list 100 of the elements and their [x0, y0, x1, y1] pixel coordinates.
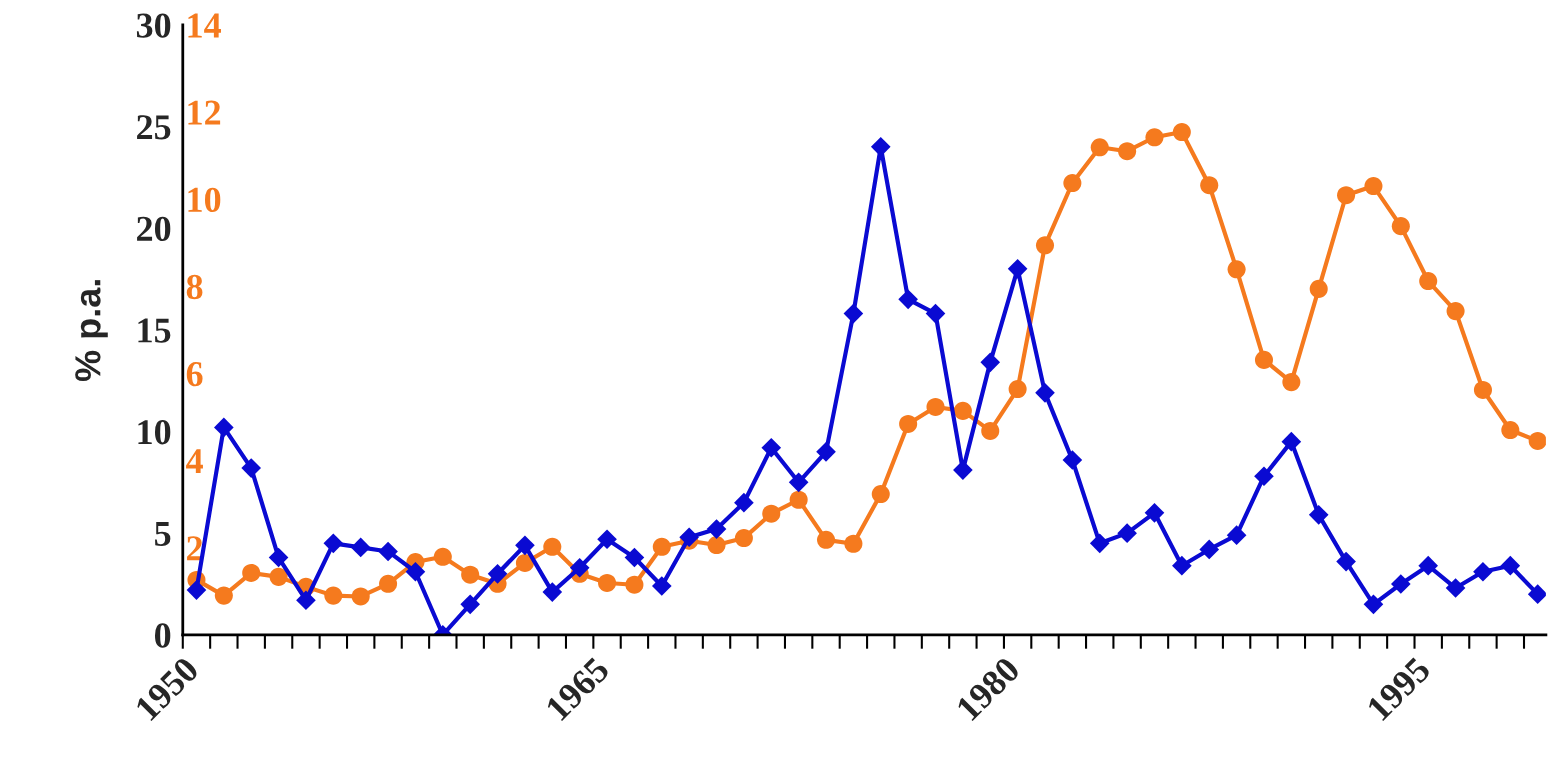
point [1308, 505, 1329, 525]
point [816, 442, 836, 462]
point [378, 541, 398, 562]
point [1528, 431, 1546, 450]
point [1391, 217, 1410, 236]
point [706, 519, 727, 539]
y2-tick-label: 10 [188, 187, 221, 213]
point [460, 594, 481, 615]
y-tick-label: 25 [137, 115, 171, 140]
point [1418, 555, 1439, 576]
point [898, 289, 918, 310]
point [734, 529, 753, 548]
y-tick-label: 30 [136, 13, 171, 38]
point [844, 534, 863, 553]
point [925, 303, 946, 324]
point [871, 485, 890, 504]
point [1527, 584, 1546, 604]
point [899, 414, 918, 433]
y2-tick-label: 4 [186, 449, 203, 474]
point [625, 575, 644, 594]
point [405, 561, 426, 582]
point [1063, 173, 1082, 193]
point [487, 563, 508, 584]
point [269, 567, 288, 586]
point [1172, 123, 1191, 142]
point [1364, 177, 1383, 196]
point [296, 590, 316, 611]
point [1473, 380, 1492, 399]
point [1200, 176, 1219, 195]
y-tick-label: 0 [154, 623, 171, 648]
point [624, 547, 645, 568]
point [651, 576, 672, 596]
point [843, 303, 864, 324]
point [1118, 142, 1137, 161]
point [598, 573, 617, 592]
point [1391, 574, 1411, 594]
point [186, 580, 207, 600]
point [324, 586, 343, 605]
point [242, 563, 261, 582]
point [268, 547, 289, 568]
point [980, 352, 1001, 373]
point [1336, 551, 1356, 572]
point [1419, 272, 1438, 291]
point [1090, 138, 1109, 157]
point [870, 137, 891, 157]
point [214, 586, 233, 605]
point [1035, 236, 1055, 255]
point [214, 417, 234, 438]
y2-tick-label: 6 [186, 362, 203, 387]
y2-tick-label: 2 [187, 536, 203, 561]
point [789, 490, 808, 509]
point [1473, 561, 1493, 582]
y-tick-label: 10 [138, 420, 171, 445]
point [1282, 373, 1301, 392]
y2-tick-label: 12 [188, 100, 221, 125]
point [707, 536, 726, 555]
point [1227, 260, 1246, 279]
y2-tick-label: 14 [188, 13, 221, 38]
point [1500, 555, 1521, 576]
point [1363, 594, 1384, 615]
point [652, 537, 671, 556]
point [761, 437, 782, 458]
point [1254, 350, 1273, 369]
point [515, 553, 534, 572]
point [1117, 523, 1137, 543]
y-tick-label: 5 [155, 522, 171, 547]
point [1145, 128, 1164, 147]
point [953, 401, 972, 420]
point [542, 582, 563, 602]
point [1254, 466, 1274, 487]
point [1008, 380, 1027, 399]
point [1172, 555, 1192, 576]
point [569, 557, 590, 578]
point [1309, 279, 1328, 298]
point [762, 504, 781, 523]
point [981, 421, 1000, 440]
point [1501, 421, 1520, 440]
point [379, 574, 398, 593]
point [734, 492, 754, 513]
point [461, 565, 480, 584]
point [241, 458, 262, 478]
point [350, 537, 371, 558]
point [351, 587, 370, 606]
point [1007, 259, 1028, 279]
point [323, 533, 344, 554]
point [1446, 302, 1465, 321]
y2-tick-label: 8 [186, 274, 203, 300]
y-tick-label: 20 [137, 216, 171, 242]
point [1089, 533, 1110, 554]
point [953, 460, 973, 480]
point [433, 547, 452, 566]
point [1062, 450, 1083, 470]
point [788, 472, 809, 493]
point [816, 530, 836, 549]
y-tick-label: 15 [138, 318, 171, 343]
y-axis-title: % p.a. [75, 280, 108, 382]
point [1035, 383, 1055, 403]
point [543, 537, 562, 556]
point [1144, 503, 1165, 523]
point [597, 529, 617, 550]
